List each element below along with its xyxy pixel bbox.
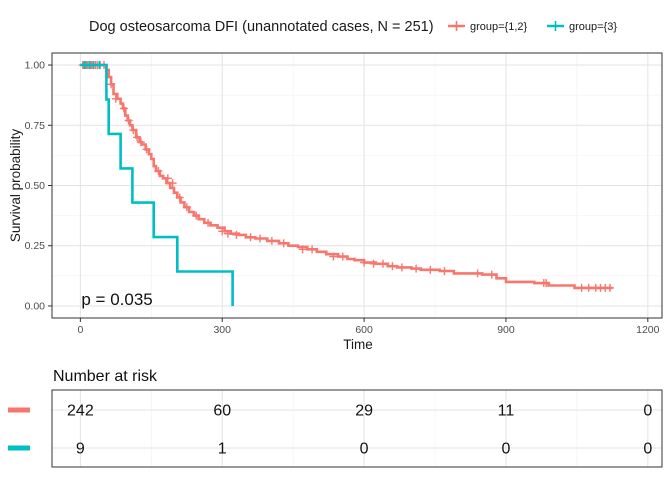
censor-mark — [473, 269, 482, 278]
censor-mark — [192, 211, 201, 220]
axes: 0 300 600 900 1200 0.00 0.25 0.50 0.75 1.00 Time Su… — [8, 60, 660, 352]
censor-mark — [95, 61, 104, 70]
censor-mark — [124, 116, 133, 125]
censor-mark — [388, 262, 397, 271]
censor-mark — [133, 133, 142, 142]
risk-table-border — [51, 389, 663, 468]
censor-mark — [154, 167, 163, 176]
censor-mark — [329, 252, 338, 261]
censor-mark — [440, 267, 449, 276]
chart-title: Dog osteosarcoma DFI (unannotated cases,… — [89, 19, 434, 35]
censor-mark — [107, 80, 116, 89]
y-tick-label: 0.25 — [25, 240, 46, 252]
x-tick-label: 900 — [497, 324, 515, 336]
censor-mark — [584, 283, 593, 292]
risk-value: 9 — [76, 441, 85, 458]
x-tick-label: 300 — [213, 324, 231, 336]
risk-value: 0 — [643, 403, 652, 420]
censor-mark — [397, 263, 406, 272]
censor-mark — [129, 126, 138, 135]
censor-mark — [267, 236, 276, 245]
x-axis-label: Time — [343, 337, 373, 352]
censor-mark — [256, 234, 265, 243]
censor-mark — [379, 259, 388, 268]
risk-value: 0 — [360, 441, 369, 458]
censor-mark — [218, 227, 227, 236]
censor-mark — [182, 203, 191, 212]
risk-value: 1 — [218, 441, 227, 458]
censor-mark — [223, 229, 232, 238]
censor-mark — [426, 265, 435, 274]
y-tick-label: 1.00 — [25, 60, 46, 72]
risk-table-title: Number at risk — [53, 368, 158, 385]
risk-value: 0 — [643, 441, 652, 458]
risk-value: 60 — [213, 403, 231, 420]
censor-mark — [246, 233, 255, 242]
y-tick-label: 0.75 — [25, 120, 46, 132]
series-line-2 — [80, 63, 234, 306]
risk-table: Number at risk 242 60 29 11 0 9 1 0 0 0 — [8, 368, 663, 468]
censor-mark — [142, 145, 151, 154]
p-value-annotation: p = 0.035 — [81, 290, 152, 309]
risk-value: 29 — [355, 403, 373, 420]
censor-mark — [487, 270, 496, 279]
risk-value: 0 — [502, 441, 511, 458]
censor-mark — [369, 259, 378, 268]
censor-mark — [111, 94, 120, 103]
y-tick-label: 0.00 — [25, 300, 46, 312]
risk-row-color-key — [8, 407, 30, 413]
censor-mark — [412, 264, 421, 273]
legend-entry: group={1,2} — [470, 21, 528, 33]
censor-mark — [136, 138, 145, 147]
legend: Dog osteosarcoma DFI (unannotated cases,… — [89, 19, 617, 35]
censor-mark — [119, 104, 128, 113]
censor-mark — [279, 239, 288, 248]
y-tick-label: 0.50 — [25, 180, 46, 192]
risk-row-color-key — [8, 445, 30, 451]
risk-value: 242 — [67, 403, 94, 420]
censor-mark — [163, 174, 172, 183]
legend-entry: group={3} — [569, 21, 617, 33]
censor-mark — [338, 252, 347, 261]
censor-mark — [175, 193, 184, 202]
risk-value: 11 — [498, 403, 515, 420]
y-axis-label: Survival probability — [8, 129, 23, 243]
censor-mark — [605, 283, 614, 292]
plot-panel: p = 0.035 — [51, 52, 663, 319]
censor-mark — [204, 218, 213, 227]
risk-table-background — [52, 390, 662, 467]
x-tick-label: 0 — [77, 324, 83, 336]
censor-mark — [360, 258, 369, 267]
censor-mark — [308, 245, 317, 254]
censor-mark — [168, 179, 177, 188]
censor-mark — [542, 279, 551, 288]
censor-mark — [298, 245, 307, 254]
censor-mark — [232, 230, 241, 239]
x-tick-label: 1200 — [636, 324, 660, 336]
censor-mark — [577, 283, 586, 292]
x-tick-label: 600 — [355, 324, 373, 336]
